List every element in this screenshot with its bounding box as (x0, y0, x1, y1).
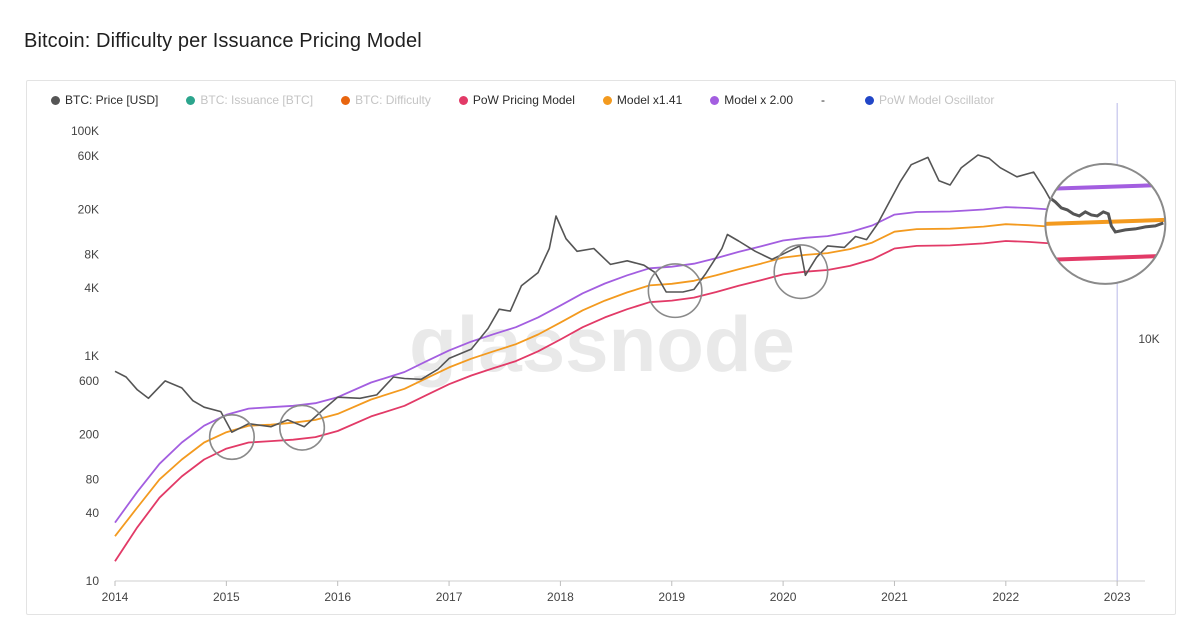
legend-item-0[interactable]: BTC: Price [USD] (51, 93, 158, 107)
legend-label: PoW Pricing Model (472, 93, 575, 107)
x-tick-label: 2014 (102, 590, 129, 604)
zoom-series-line (1045, 217, 1166, 226)
series-line-btc-price-usd- (114, 154, 1129, 433)
legend-item-3[interactable]: PoW Pricing Model (458, 93, 575, 107)
legend-label: - (821, 93, 825, 107)
y-tick-label: 40 (86, 506, 100, 520)
legend-item-7[interactable]: PoW Model Oscillator (865, 93, 994, 107)
y-tick-label: 4K (84, 281, 99, 295)
y-tick-label: 10 (86, 574, 100, 588)
legend-label: BTC: Difficulty (355, 93, 431, 107)
zoom-circle (1044, 162, 1167, 285)
right-axis-label: 10K (1138, 332, 1159, 346)
legend-item-6[interactable]: - (821, 93, 825, 107)
legend-label: Model x1.41 (616, 93, 683, 107)
y-tick-label: 20K (78, 202, 99, 216)
series-line-pow-pricing-model (114, 232, 1129, 562)
legend-label: BTC: Issuance [BTC] (200, 93, 314, 107)
highlight-circle (773, 244, 829, 300)
legend-dot-icon (710, 95, 720, 105)
y-tick-label: 8K (84, 247, 99, 261)
y-tick-label: 1K (84, 349, 99, 363)
zoom-series-line (1045, 253, 1166, 262)
x-tick-label: 2016 (324, 590, 351, 604)
legend-dot-icon (458, 95, 468, 105)
y-tick-label: 600 (79, 374, 99, 388)
x-tick-label: 2020 (770, 590, 797, 604)
chart-svg: glassnode 10 40 80 200 600 1K 4K 8K 20K 60K 100K 201… (71, 103, 1167, 604)
x-tick-label: 2021 (881, 590, 908, 604)
legend: BTC: Price [USD] BTC: Issuance [BTC] BTC: … (51, 91, 1022, 109)
y-tick-label: 60K (78, 149, 99, 163)
legend-item-5[interactable]: Model x 2.00 (710, 93, 793, 107)
zoom-price-line (1046, 194, 1164, 234)
highlight-circle (279, 404, 326, 451)
legend-dot-icon (341, 95, 351, 105)
x-tick-label: 2022 (992, 590, 1019, 604)
legend-dot-icon (186, 95, 196, 105)
x-tick-label: 2018 (547, 590, 574, 604)
chart-panel: BTC: Price [USD] BTC: Issuance [BTC] BTC: … (26, 80, 1176, 615)
legend-item-2[interactable]: BTC: Difficulty (341, 93, 431, 107)
zoom-series-line (1045, 182, 1166, 191)
zoom-circle-border (1044, 162, 1167, 285)
watermark: glassnode (409, 300, 795, 388)
legend-dot-icon (865, 95, 874, 105)
x-tick-label: 2017 (436, 590, 463, 604)
legend-item-4[interactable]: Model x1.41 (602, 93, 683, 107)
y-tick-label: 200 (79, 428, 99, 442)
legend-label: Model x 2.00 (724, 93, 793, 107)
series-line-model-x-2-00 (114, 198, 1129, 524)
x-tick-label: 2015 (213, 590, 240, 604)
legend-dot-icon (602, 95, 612, 105)
y-tick-label: 100K (71, 124, 99, 138)
x-tick-label: 2019 (658, 590, 685, 604)
legend-label: PoW Model Oscillator (879, 93, 995, 107)
highlight-circle (208, 414, 255, 461)
highlight-circle (647, 263, 703, 319)
y-tick-label: 80 (86, 472, 100, 486)
legend-dot-icon (51, 95, 60, 105)
legend-item-1[interactable]: BTC: Issuance [BTC] (186, 93, 313, 107)
chart-title: Bitcoin: Difficulty per Issuance Pricing… (24, 30, 422, 52)
legend-label: BTC: Price [USD] (65, 93, 159, 107)
x-tick-label: 2023 (1104, 590, 1131, 604)
